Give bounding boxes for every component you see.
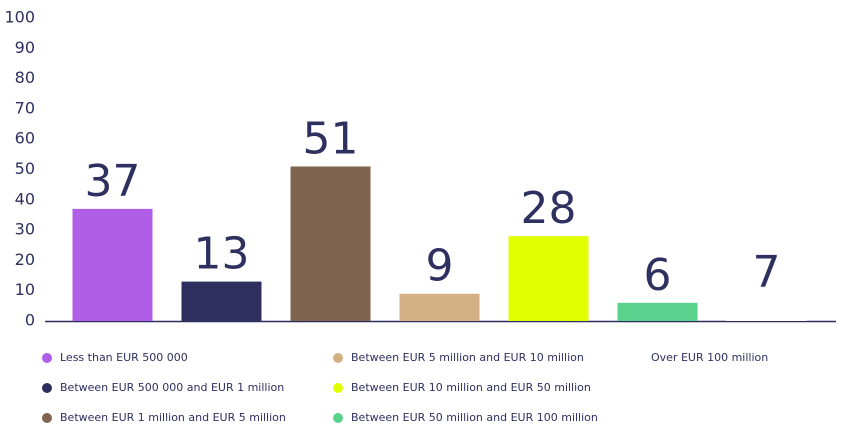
legend-swatch [333, 413, 343, 423]
legend-label: Over EUR 100 million [651, 351, 768, 364]
data-label: 9 [426, 241, 454, 292]
data-label: 13 [194, 229, 250, 280]
legend-swatch [333, 383, 343, 393]
data-label: 28 [521, 183, 577, 234]
y-tick-label: 100 [4, 8, 35, 27]
bar [72, 208, 153, 321]
y-tick-label: 90 [15, 38, 35, 57]
legend-label: Between EUR 5 million and EUR 10 million [351, 351, 584, 364]
legend-swatch [42, 353, 52, 363]
legend-label: Less than EUR 500 000 [60, 351, 188, 364]
legend-label: Between EUR 1 million and EUR 5 million [60, 411, 286, 424]
bar [181, 281, 262, 321]
y-tick-label: 50 [15, 159, 35, 178]
legend-swatch [633, 353, 643, 363]
legend-label: Between EUR 10 million and EUR 50 millio… [351, 381, 591, 394]
legend-swatch [42, 383, 52, 393]
y-tick-label: 80 [15, 68, 35, 87]
legend-swatch [42, 413, 52, 423]
y-tick-label: 70 [15, 98, 35, 117]
bar [726, 299, 807, 321]
bar [508, 236, 589, 321]
bar [617, 302, 698, 321]
legend-label: Between EUR 50 million and EUR 100 milli… [351, 411, 598, 424]
y-tick-label: 10 [15, 280, 35, 299]
bar [290, 166, 371, 321]
data-label: 37 [85, 156, 141, 207]
y-tick-label: 40 [15, 189, 35, 208]
y-tick-label: 20 [15, 250, 35, 269]
legend-label: Between EUR 500 000 and EUR 1 million [60, 381, 284, 394]
data-label: 51 [303, 113, 359, 164]
y-tick-label: 30 [15, 220, 35, 239]
legend-swatch [333, 353, 343, 363]
data-label: 7 [753, 247, 781, 298]
y-tick-label: 60 [15, 129, 35, 148]
bar [399, 293, 480, 321]
data-label: 6 [644, 250, 672, 301]
y-tick-label: 0 [25, 311, 35, 330]
